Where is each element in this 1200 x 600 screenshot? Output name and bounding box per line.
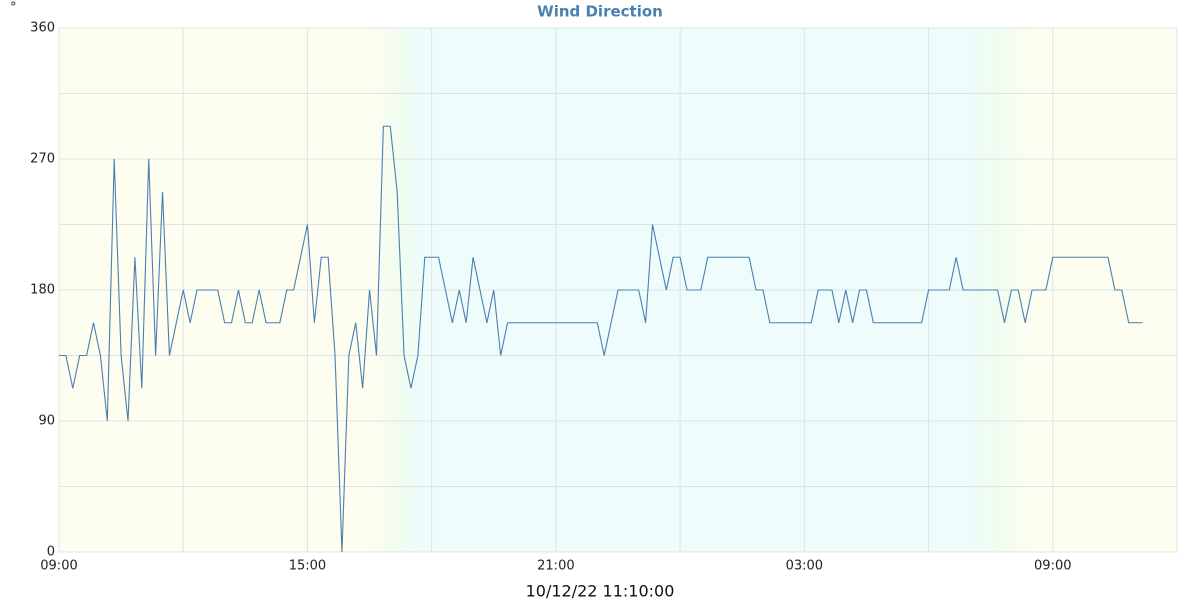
y-tick-label: 0: [47, 545, 55, 560]
y-tick-label: 90: [38, 414, 55, 429]
x-tick-label: 21:00: [537, 559, 574, 574]
x-tick-label: 09:00: [1034, 559, 1071, 574]
data-line: [59, 125, 1143, 553]
x-tick-label: 09:00: [40, 559, 77, 574]
x-axis-label: 10/12/22 11:10:00: [526, 582, 675, 600]
chart-title: Wind Direction: [537, 3, 663, 21]
y-tick-label: 180: [30, 283, 55, 298]
y-axis-label: °: [10, 1, 17, 16]
x-tick-label: 15:00: [289, 559, 326, 574]
y-tick-label: 270: [30, 152, 55, 167]
plot-border: [58, 27, 1178, 553]
y-tick-label: 360: [30, 21, 55, 36]
x-tick-label: 03:00: [786, 559, 823, 574]
